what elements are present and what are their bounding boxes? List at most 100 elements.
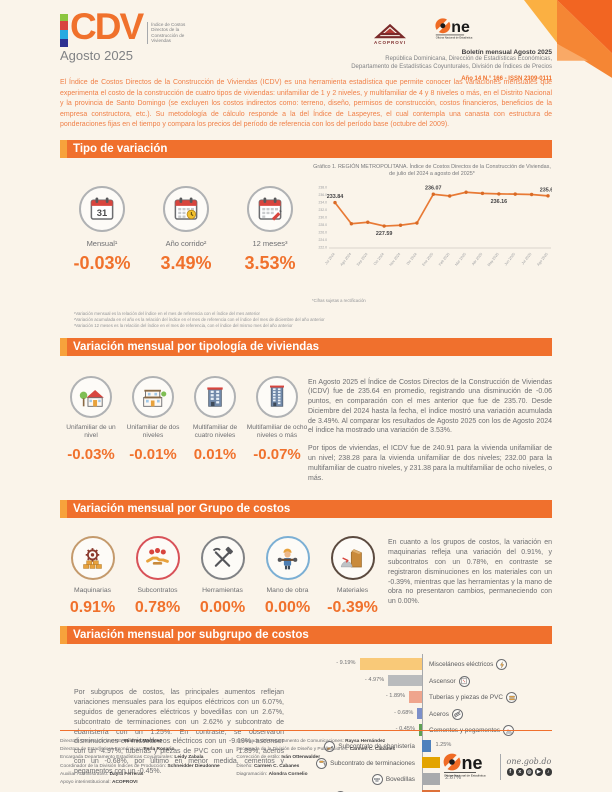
indicator-value: 0.00% — [199, 599, 246, 617]
bar-category-label: Tuberías y piezas de PVC — [429, 692, 518, 704]
subgrupo-section: Por subgrupos de costos, las principales… — [60, 654, 552, 792]
credit-role: Corrección de estilo: — [236, 755, 282, 761]
one-gob-do-link[interactable]: one.gob.do — [506, 757, 552, 767]
bar — [422, 756, 440, 769]
svg-text:ne: ne — [461, 753, 482, 773]
bar-category-text: Aceros — [429, 710, 449, 718]
bar-category-label: Bovedillas — [284, 774, 415, 786]
facebook-icon[interactable]: f — [506, 768, 514, 776]
chart-title: Gráfico 1. REGIÓN METROPOLITANA. Índice … — [313, 163, 551, 177]
svg-text:236.16: 236.16 — [491, 198, 508, 204]
svg-text:236.0: 236.0 — [319, 192, 328, 196]
tipologia-section: Unifamiliar de un nivel -0.03% Unifamiliar… — [60, 364, 552, 492]
credit-name: Alondra Cornelio — [268, 771, 308, 777]
icdv-logo: CDV Índice de Costos Directos de la Cons… — [60, 8, 185, 47]
building-eight-levels-icon — [256, 375, 298, 418]
indicator-label: 12 meses³ — [252, 238, 288, 248]
diverging-bar-chart: - 9.19% Misceláneos eléctricos - 4.97% Asce… — [284, 654, 552, 792]
footnote-line: ¹Variación mensual es la relación del ín… — [74, 310, 260, 316]
header: CDV Índice de Costos Directos de la Cons… — [60, 8, 552, 82]
line-chart: 222.0 224.0 226.0 228.0 230.0 232.0 234.0 236.0… — [319, 185, 557, 267]
footer-logos: ne Oficina Nacional de Estadística one.g… — [442, 738, 552, 787]
footnote-line: ²Variación acumulada en el año es la rel… — [74, 316, 325, 322]
variation-footnotes: ¹Variación mensual es la relación del ín… — [60, 311, 552, 329]
instagram-icon[interactable]: ◎ — [525, 768, 533, 776]
svg-text:222.0: 222.0 — [319, 245, 328, 249]
credit-line: Corrección de estilo: Iván Ottenwalder — [236, 754, 420, 762]
svg-text:Jul 2024: Jul 2024 — [324, 252, 336, 265]
acoprovi-triangle-icon — [374, 24, 406, 39]
credit-line: Directora de Estadísticas Económicas: Pe… — [60, 746, 236, 754]
masthead: CDV Índice de Costos Directos de la Cons… — [60, 8, 185, 70]
bar — [422, 740, 431, 752]
bar-value-label: 2.67% — [445, 775, 462, 782]
svg-text:Ene 2025: Ene 2025 — [421, 252, 434, 267]
credit-role: Diseño: — [236, 763, 254, 769]
credit-role: Coordinador de la División Índices de Pr… — [60, 763, 168, 769]
one-logo: ne Oficina Nacional de Estadística — [434, 16, 480, 45]
indicator-card: Unifamiliar de un nivel -0.03% — [60, 375, 122, 492]
issue-number: Año 14 N.° 166 - ISSN 2309-0111 — [461, 76, 552, 82]
calendar-ytd-icon — [163, 185, 209, 232]
indicator-value: 0.91% — [69, 599, 116, 617]
x-icon[interactable]: x — [516, 768, 524, 776]
bar-row: 1.25% Subcontrato de ebanistería — [284, 738, 552, 754]
svg-text:Mar 2025: Mar 2025 — [454, 252, 467, 266]
grupo-section: Maquinarias 0.91% Subcontratos 0.78% Herrami… — [60, 526, 552, 617]
calendar-month-icon: 31 — [79, 185, 125, 232]
indicator-value: -0.03% — [73, 252, 131, 273]
labor-icon — [265, 536, 310, 581]
indicator-card: Herramientas 0.00% — [190, 536, 255, 617]
svg-text:226.0: 226.0 — [319, 230, 328, 234]
carpentry-subcontract-icon — [324, 741, 336, 753]
credit-name: Leidy Zabala — [174, 755, 204, 761]
bar-category-label: Misceláneos eléctricos — [429, 659, 508, 671]
intro-paragraph: El Índice de Costos Directos de la Const… — [60, 79, 552, 128]
youtube-icon[interactable]: ▶ — [535, 768, 543, 776]
indicator-value: -0.39% — [327, 599, 378, 617]
vault-blocks-icon — [371, 774, 383, 786]
grupo-cards: Maquinarias 0.91% Subcontratos 0.78% Herrami… — [60, 526, 388, 617]
indicator-label: Unifamiliar de dos niveles — [126, 423, 180, 439]
svg-text:227.59: 227.59 — [376, 231, 393, 237]
credit-name: Mildred Martínez — [124, 739, 162, 744]
corner-decoration — [512, 0, 612, 95]
credit-line: Diseño: Carmen C. Cabanes — [236, 763, 420, 771]
credit-line: Directora General de la ONE: Mildred Mar… — [60, 738, 236, 746]
elevator-icon — [458, 675, 470, 687]
org-lines: República Dominicana, Dirección de Estad… — [351, 56, 552, 70]
credits-left-column: Directora General de la ONE: Mildred Mar… — [60, 738, 236, 787]
indicator-label: Subcontratos — [137, 587, 178, 595]
bar-row: - 1.89% Tuberías y piezas de PVC — [284, 689, 552, 705]
tiktok-icon[interactable]: ♪ — [544, 768, 552, 776]
credit-name: Perla Rosario — [143, 747, 175, 753]
indicator-label: Multifamiliar de cuatro niveles — [192, 423, 238, 439]
tipo-cards: 31 Mensual¹ -0.03% Año corrido² 3.49% 12 mese… — [60, 164, 312, 303]
svg-text:224.0: 224.0 — [319, 237, 328, 241]
svg-text:31: 31 — [97, 208, 107, 218]
svg-text:228.0: 228.0 — [319, 222, 328, 226]
bar-category-text: Ascensor — [429, 677, 456, 685]
credit-role: Auxiliar Administrativo: — [60, 771, 110, 777]
tipologia-cards: Unifamiliar de un nivel -0.03% Unifamiliar… — [60, 364, 308, 492]
tipologia-paragraph-1: En Agosto 2025 el Índice de Costos Direc… — [308, 378, 552, 435]
svg-text:232.0: 232.0 — [319, 207, 328, 211]
period-label: Agosto 2025 — [60, 48, 134, 63]
credit-name: ACOPROVI — [112, 780, 138, 786]
bar-category-label: Aceros — [429, 708, 463, 720]
tools-icon — [200, 536, 245, 581]
section-title-tipologia: Variación mensual por tipología de vivie… — [60, 337, 552, 356]
credit-line: Coordinador de la División Índices de Pr… — [60, 763, 236, 771]
indicator-value: 3.53% — [244, 252, 296, 273]
bar-value-label: - 9.19% — [336, 660, 356, 667]
bar-row: - 4.97% Ascensor — [284, 673, 552, 689]
machinery-icon — [70, 536, 115, 581]
credit-line: Diagramación: Alondra Cornelio — [236, 771, 420, 779]
indicator-card: Mano de obra 0.00% — [255, 536, 320, 617]
indicator-card: Año corrido² 3.49% — [144, 185, 228, 303]
footer-logo-divider — [499, 753, 501, 780]
bar-category-text: Subcontrato de ebanistería — [338, 743, 415, 751]
bar-value-label: - 1.89% — [385, 693, 406, 700]
bar-chart-axis — [422, 654, 423, 792]
icdv-logo-i-blocks — [60, 14, 68, 47]
